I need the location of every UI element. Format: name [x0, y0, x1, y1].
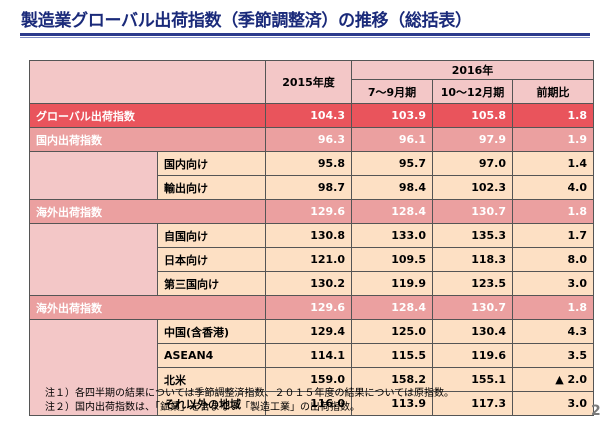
- header-fy: 2015年度: [265, 60, 352, 104]
- indent-spacer: [29, 151, 158, 200]
- row-label: 第三国向け: [157, 271, 266, 296]
- cell-fy: 121.0: [265, 247, 352, 272]
- cell-qoq: 1.9: [512, 127, 594, 152]
- cell-q4: 105.8: [432, 103, 513, 128]
- cell-fy: 129.6: [265, 295, 352, 320]
- header-year: 2016年: [351, 60, 594, 80]
- cell-q3: 128.4: [351, 295, 433, 320]
- header-q3: 7～9月期: [351, 79, 433, 104]
- cell-qoq: 1.8: [512, 103, 594, 128]
- table-row: 第三国向け 130.2 119.9 123.5 3.0: [30, 271, 594, 296]
- cell-qoq: 8.0: [512, 247, 594, 272]
- indent-spacer: [29, 223, 158, 296]
- cell-q4: 117.3: [432, 391, 513, 416]
- row-global: グローバル出荷指数 104.3 103.9 105.8 1.8: [29, 103, 594, 128]
- cell-q4: 123.5: [432, 271, 513, 296]
- cell-qoq: 1.8: [512, 199, 594, 224]
- cell-fy: 96.3: [265, 127, 352, 152]
- row-label: 海外出荷指数: [29, 199, 266, 224]
- table-row: 北米 159.0 158.2 155.1 ▲ 2.0: [30, 367, 594, 392]
- footnote: 注２）国内出荷指数は、「鉱業」を含まない「製造工業」の出荷指数。: [45, 402, 360, 413]
- header-row-1: 2015年度 2016年: [29, 60, 594, 104]
- row-domestic: 国内出荷指数 96.3 96.1 97.9 1.9: [29, 127, 594, 152]
- row-label: 海外出荷指数: [29, 295, 266, 320]
- header-corner: [29, 60, 266, 104]
- header-qoq: 前期比: [512, 79, 594, 104]
- cell-qoq: 1.4: [512, 151, 594, 176]
- cell-q4: 118.3: [432, 247, 513, 272]
- cell-q4: 130.4: [432, 319, 513, 344]
- table-row: 中国(含香港) 129.4 125.0 130.4 4.3: [29, 319, 594, 416]
- cell-qoq: 3.0: [512, 391, 594, 416]
- indent-spacer: [29, 319, 158, 416]
- cell-q3: 98.4: [351, 175, 433, 200]
- table-row: それ以外の地域 116.0 113.9 117.3 3.0: [30, 391, 594, 416]
- table-row: 国内向け 95.8 95.7 97.0 1.4: [29, 151, 594, 200]
- cell-fy: 159.0: [265, 367, 352, 392]
- row-label: 自国向け: [157, 223, 266, 248]
- title-underline: [20, 33, 590, 36]
- cell-fy: 130.8: [265, 223, 352, 248]
- header-q4: 10～12月期: [432, 79, 513, 104]
- row-overseas: 海外出荷指数 129.6 128.4 130.7 1.8: [29, 199, 594, 224]
- cell-q4: 135.3: [432, 223, 513, 248]
- cell-qoq: 4.0: [512, 175, 594, 200]
- row-label: ASEAN4: [157, 343, 266, 368]
- cell-fy: 95.8: [265, 151, 352, 176]
- cell-q3: 125.0: [351, 319, 433, 344]
- row-label: それ以外の地域: [157, 391, 266, 416]
- cell-q4: 130.7: [432, 199, 513, 224]
- row-label: グローバル出荷指数: [29, 103, 266, 128]
- title-underline-thin: [20, 37, 590, 38]
- cell-q4: 130.7: [432, 295, 513, 320]
- cell-fy: 116.0: [265, 391, 352, 416]
- row-label: 輸出向け: [157, 175, 266, 200]
- row-label: 国内向け: [157, 151, 266, 176]
- cell-q3: 113.9: [351, 391, 433, 416]
- summary-table: 2015年度 2016年 7～9月期 10～12月期 前期比 グローバル出荷指数…: [29, 60, 594, 416]
- cell-fy: 129.6: [265, 199, 352, 224]
- cell-q3: 96.1: [351, 127, 433, 152]
- row-label: 国内出荷指数: [29, 127, 266, 152]
- cell-q3: 158.2: [351, 367, 433, 392]
- cell-qoq: 3.5: [512, 343, 594, 368]
- row-label: 北米: [157, 367, 266, 392]
- cell-q4: 102.3: [432, 175, 513, 200]
- cell-q4: 97.0: [432, 151, 513, 176]
- row-label: 中国(含香港): [157, 319, 266, 344]
- cell-qoq: ▲ 2.0: [512, 367, 594, 392]
- cell-fy: 130.2: [265, 271, 352, 296]
- cell-q3: 103.9: [351, 103, 433, 128]
- table-row: 日本向け 121.0 109.5 118.3 8.0: [30, 247, 594, 272]
- row-label: 日本向け: [157, 247, 266, 272]
- cell-qoq: 4.3: [512, 319, 594, 344]
- table-row: ASEAN4 114.1 115.5 119.6 3.5: [30, 343, 594, 368]
- footnotes: 注１）各四半期の結果については季節調整済指数、２０１５年度の結果については原指数…: [45, 387, 454, 415]
- cell-qoq: 1.8: [512, 295, 594, 320]
- footnote: 注１）各四半期の結果については季節調整済指数、２０１５年度の結果については原指数…: [45, 388, 454, 399]
- cell-q3: 128.4: [351, 199, 433, 224]
- cell-q3: 119.9: [351, 271, 433, 296]
- cell-q4: 119.6: [432, 343, 513, 368]
- cell-fy: 104.3: [265, 103, 352, 128]
- cell-q3: 109.5: [351, 247, 433, 272]
- cell-q3: 95.7: [351, 151, 433, 176]
- page-number: 2: [591, 403, 601, 419]
- cell-qoq: 3.0: [512, 271, 594, 296]
- page-title: 製造業グローバル出荷指数（季節調整済）の推移（総括表）: [21, 11, 472, 31]
- cell-q3: 133.0: [351, 223, 433, 248]
- cell-qoq: 1.7: [512, 223, 594, 248]
- table-row: 輸出向け 98.7 98.4 102.3 4.0: [30, 175, 594, 200]
- cell-fy: 98.7: [265, 175, 352, 200]
- cell-q4: 155.1: [432, 367, 513, 392]
- cell-fy: 129.4: [265, 319, 352, 344]
- cell-q4: 97.9: [432, 127, 513, 152]
- cell-q3: 115.5: [351, 343, 433, 368]
- cell-fy: 114.1: [265, 343, 352, 368]
- table-row: 自国向け 130.8 133.0 135.3 1.7: [29, 223, 594, 296]
- row-overseas: 海外出荷指数 129.6 128.4 130.7 1.8: [29, 295, 594, 320]
